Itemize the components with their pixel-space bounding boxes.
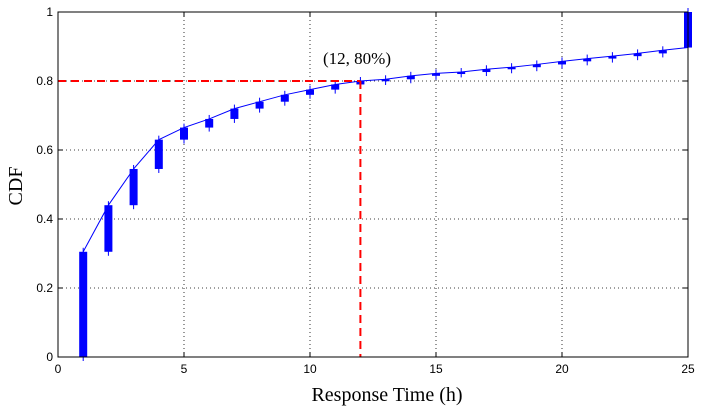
x-tick-label: 10 <box>303 362 317 376</box>
y-tick-label: 1 <box>46 5 53 19</box>
y-tick-label: 0.6 <box>36 143 53 157</box>
annotation-label: (12, 80%) <box>323 49 391 68</box>
y-tick-label: 0.8 <box>36 74 53 88</box>
y-tick-label: 0 <box>46 350 53 364</box>
plot-frame <box>57 11 689 358</box>
cdf-series <box>79 8 692 361</box>
x-tick-label: 15 <box>429 362 443 376</box>
x-tick-label: 20 <box>555 362 569 376</box>
reference-lines <box>58 80 362 357</box>
y-tick-label: 0.2 <box>36 281 53 295</box>
x-tick-label: 25 <box>681 362 695 376</box>
x-axis-title: Response Time (h) <box>311 384 462 406</box>
x-tick-label: 5 <box>181 362 188 376</box>
x-tick-label: 0 <box>55 362 62 376</box>
plot-background <box>58 12 688 357</box>
y-tick-label: 0.4 <box>36 212 53 226</box>
y-axis-title: CDF <box>5 167 27 206</box>
